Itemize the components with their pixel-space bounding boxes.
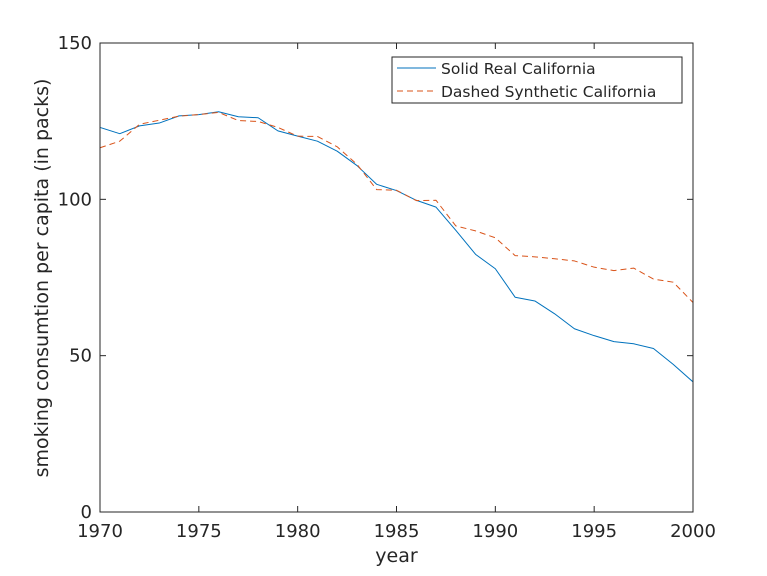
y-axis: 0 50 100 150: [58, 33, 693, 523]
x-tick-label: 2000: [670, 521, 716, 542]
x-tick-label: 1990: [472, 521, 518, 542]
y-tick-label: 100: [58, 189, 92, 210]
legend-label-synthetic: Dashed Synthetic California: [441, 83, 656, 101]
x-tick-label: 1985: [374, 521, 420, 542]
x-tick-label: 1980: [275, 521, 321, 542]
series-layer: [99, 111, 694, 383]
plot-background: [100, 43, 693, 512]
legend-label-real: Solid Real California: [441, 60, 596, 78]
x-tick-label: 1995: [571, 521, 617, 542]
x-axis-label: year: [375, 545, 418, 567]
legend-box: [391, 56, 683, 104]
y-axis-label: smoking consumtion per capita (in packs): [31, 79, 53, 478]
y-tick-label: 50: [69, 346, 92, 367]
y-tick-label: 0: [81, 502, 92, 523]
x-tick-label: 1970: [77, 521, 123, 542]
legend: Solid Real California Dashed Synthetic C…: [391, 56, 683, 104]
y-tick-label: 150: [58, 33, 92, 54]
x-tick-label: 1975: [176, 521, 222, 542]
series-line-synthetic-california: [99, 111, 694, 303]
x-axis: 1970 1975 1980 1985 1990 1995 2000: [77, 43, 716, 542]
